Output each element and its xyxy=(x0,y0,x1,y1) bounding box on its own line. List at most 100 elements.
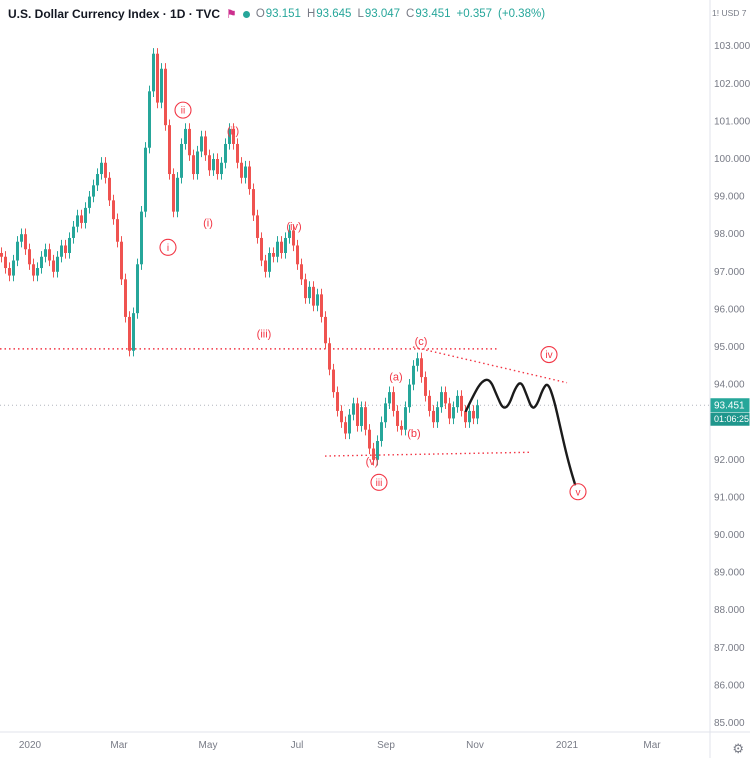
settings-gear-icon[interactable]: ⚙ xyxy=(732,741,744,756)
candle-body xyxy=(340,410,343,423)
candle-body xyxy=(168,125,171,175)
time-axis-label: Jul xyxy=(291,740,304,751)
candle-body xyxy=(160,68,163,103)
candle-body xyxy=(12,260,15,276)
time-axis-label: May xyxy=(199,740,218,751)
price-axis[interactable]: 103.000 102.000 101.000 100.000 99.000 98.000… xyxy=(714,41,750,729)
wave-label: iii xyxy=(376,478,383,489)
candle-body xyxy=(264,260,267,272)
wave-label: (c) xyxy=(415,336,428,348)
price-axis-label: 95.000 xyxy=(714,342,745,353)
candle-body xyxy=(24,234,27,250)
price-axis-label: 99.000 xyxy=(714,192,745,203)
candle-body xyxy=(408,384,411,408)
candle-body xyxy=(324,316,327,344)
change-value: +0.357 xyxy=(456,8,493,20)
candle-body xyxy=(416,358,419,366)
dotted-trendline[interactable] xyxy=(412,346,568,384)
candle-body xyxy=(76,215,79,227)
candle-body xyxy=(372,448,375,460)
candle-body xyxy=(40,256,43,269)
price-axis-label: 89.000 xyxy=(714,568,745,579)
wave-label: (ii) xyxy=(227,125,239,137)
symbol-title[interactable]: U.S. Dollar Currency Index · 1D · TVC xyxy=(8,7,221,21)
candle-body xyxy=(320,294,323,317)
time-axis-label: Mar xyxy=(110,740,128,751)
candle-body xyxy=(436,407,439,423)
price-axis-label: 96.000 xyxy=(714,304,745,315)
candle-body xyxy=(72,226,75,238)
ohlc-values: O 93.151 H 93.645 L 93.047 C 93.451 +0.357 (… xyxy=(256,8,545,20)
candle-body xyxy=(192,155,195,175)
candle-body xyxy=(440,392,443,408)
candle-body xyxy=(32,264,35,276)
candle-body xyxy=(452,407,455,419)
candle-body xyxy=(236,143,239,163)
candle-body xyxy=(260,237,263,261)
candle-body xyxy=(256,215,259,238)
candle-body xyxy=(424,377,427,396)
price-axis-label: 88.000 xyxy=(714,605,745,616)
candle-body xyxy=(96,174,99,186)
candle-body xyxy=(296,245,299,265)
price-axis-label: 87.000 xyxy=(714,643,745,654)
current-price-badge-text: 93.451 xyxy=(714,401,745,412)
wave-label: (iii) xyxy=(257,328,272,340)
low-value: 93.047 xyxy=(364,8,401,20)
price-axis-label: 97.000 xyxy=(714,267,745,278)
candle-body xyxy=(448,403,451,419)
candle-body xyxy=(412,365,415,385)
wave-label: i xyxy=(167,243,169,254)
candle-body xyxy=(152,53,155,92)
change-percent: (+0.38%) xyxy=(498,8,546,20)
candle-body xyxy=(376,441,379,460)
candle-body xyxy=(164,68,167,126)
wave-label-circle xyxy=(370,473,388,491)
time-axis-label: 2020 xyxy=(19,740,42,751)
candle-body xyxy=(8,268,11,276)
projection-path[interactable] xyxy=(464,378,577,486)
time-axis-label: Mar xyxy=(643,740,661,751)
candle-body xyxy=(380,422,383,441)
candle-body xyxy=(108,177,111,201)
candle-body xyxy=(52,260,55,272)
price-axis-label: 94.000 xyxy=(714,380,745,391)
candle-body xyxy=(120,241,123,280)
dotted-trendline[interactable] xyxy=(324,451,531,457)
countdown-badge xyxy=(710,412,750,426)
candle-body xyxy=(144,147,147,212)
candle-body xyxy=(0,253,3,257)
price-axis-label: 102.000 xyxy=(714,79,750,90)
candle-body xyxy=(232,128,235,144)
price-axis-label: 100.000 xyxy=(714,154,750,165)
candle-body xyxy=(28,249,31,265)
chart-legend[interactable]: U.S. Dollar Currency Index · 1D · TVC ⚑ … xyxy=(8,7,545,21)
candle-body xyxy=(472,410,475,419)
candle-body xyxy=(384,403,387,423)
wave-label-circle xyxy=(159,238,177,256)
high-label: H xyxy=(306,8,316,20)
candle-body xyxy=(48,249,51,261)
candle-body xyxy=(92,185,95,197)
candle-body xyxy=(156,53,159,103)
wave-label: iv xyxy=(545,350,552,361)
candle-body xyxy=(248,166,251,190)
candle-body xyxy=(456,395,459,408)
candle-body xyxy=(420,358,423,378)
candle-body xyxy=(212,159,215,171)
candle-body xyxy=(336,392,339,411)
candle-body xyxy=(276,241,279,257)
wave-label-circle xyxy=(569,483,587,501)
candle-body xyxy=(112,200,115,220)
candle-body xyxy=(308,286,311,299)
flag-icon[interactable]: ⚑ xyxy=(226,7,237,21)
time-axis-label: Sep xyxy=(377,740,395,751)
candle-body xyxy=(284,237,287,253)
candle-body xyxy=(388,392,391,404)
time-axis[interactable]: 2020 Mar May Jul Sep Nov 2021 Mar xyxy=(19,740,661,751)
candle-body xyxy=(468,410,471,423)
open-value: 93.151 xyxy=(265,8,301,20)
wave-label: ii xyxy=(181,106,185,117)
candle-body xyxy=(44,249,47,257)
